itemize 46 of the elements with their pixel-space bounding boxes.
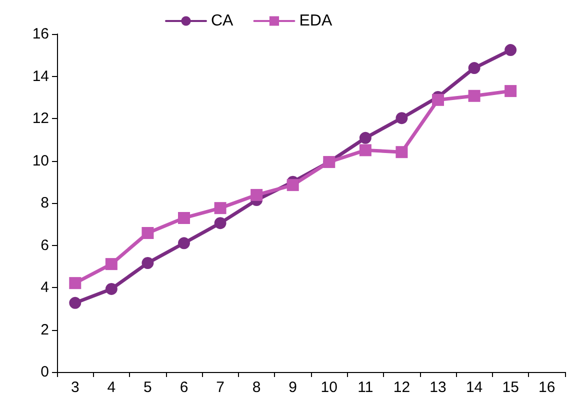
x-tick-label: 13 <box>430 379 446 396</box>
point <box>214 202 226 214</box>
point <box>504 85 517 98</box>
point <box>69 277 82 290</box>
point <box>396 146 408 158</box>
point <box>359 132 372 144</box>
legend-label: EDA <box>299 12 332 30</box>
y-tick-label: 0 <box>40 364 49 380</box>
y-tick-label: 8 <box>40 194 49 212</box>
y-tick-label: 4 <box>40 279 49 296</box>
x-tick-label: 14 <box>466 379 483 396</box>
point <box>142 226 154 239</box>
point <box>468 62 480 74</box>
point <box>432 94 444 106</box>
x-tick-label: 11 <box>358 379 374 396</box>
y-tick-label: 12 <box>32 110 49 127</box>
x-tick-label: 10 <box>320 379 338 396</box>
y-tick-label: 16 <box>32 26 49 42</box>
x-tick-label: 7 <box>216 379 224 396</box>
x-tick-label: 6 <box>180 379 188 396</box>
point <box>504 44 517 56</box>
point <box>468 90 480 102</box>
point <box>286 179 299 192</box>
x-tick-label: 3 <box>70 379 80 396</box>
x-tick-label: 4 <box>107 379 116 396</box>
x-tick-label: 8 <box>252 379 261 396</box>
x-tick-label: 12 <box>393 379 410 396</box>
point <box>250 188 263 201</box>
point <box>359 144 372 156</box>
y-tick-label: 14 <box>32 68 49 85</box>
x-tick-label: 16 <box>538 379 556 396</box>
y-tick-label: 2 <box>40 321 49 338</box>
point <box>178 212 190 224</box>
y-tick-label: 6 <box>40 236 49 254</box>
point <box>178 237 190 250</box>
point <box>105 258 118 270</box>
point <box>105 282 118 295</box>
y-tick-label: 10 <box>32 152 49 170</box>
point <box>396 112 408 124</box>
legend-label: CA <box>211 12 234 30</box>
point <box>142 257 154 269</box>
x-tick-label: 15 <box>502 379 519 396</box>
point <box>214 217 226 230</box>
point <box>69 296 82 309</box>
x-tick-label: 5 <box>144 379 152 396</box>
x-tick-label: 9 <box>288 379 298 396</box>
